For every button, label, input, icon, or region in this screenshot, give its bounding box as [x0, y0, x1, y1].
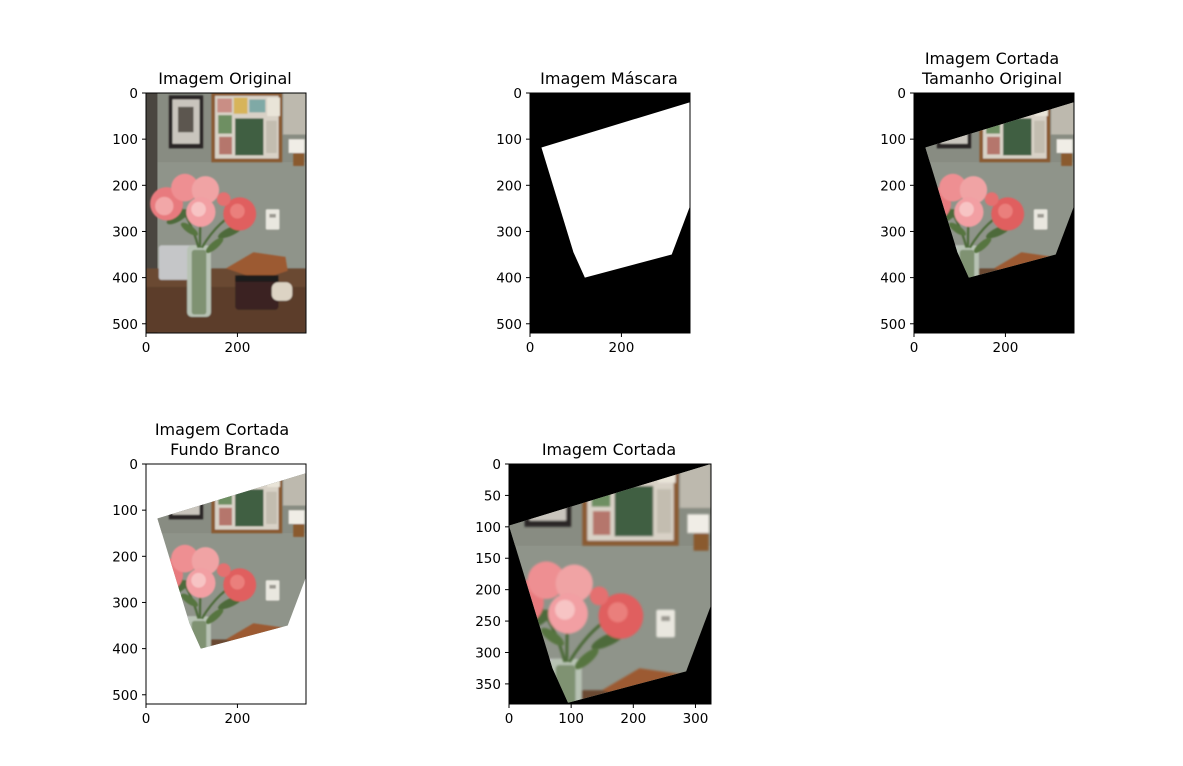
- y-tick-label: 100: [112, 503, 138, 519]
- panel-2-axes: 0 200 0 100 200 300 400 500: [496, 86, 634, 356]
- panel-1-image: [146, 93, 306, 333]
- y-tick-label: 200: [112, 549, 138, 565]
- panel-4-image: [146, 464, 306, 704]
- panel-4-axes: 0 200 0 100 200 300 400 500: [112, 457, 250, 727]
- panel-4-frame: [145, 463, 307, 705]
- panel-4-title: Imagem Cortada Fundo Branco: [155, 420, 289, 459]
- x-tick-label: 0: [142, 340, 151, 356]
- y-tick-label: 0: [897, 86, 906, 102]
- panel-5-axes: 0 100 200 300 0 50 100 150 200 250 300 350: [475, 457, 708, 727]
- y-tick-label: 100: [475, 520, 501, 536]
- panel-2-image: [530, 93, 690, 333]
- x-tick-label: 0: [910, 340, 919, 356]
- y-tick-label: 350: [475, 677, 501, 693]
- y-tick-label: 500: [112, 688, 138, 704]
- x-tick-label: 300: [683, 711, 709, 727]
- y-tick-label: 0: [129, 86, 138, 102]
- panel-3-frame: [913, 92, 1075, 334]
- x-tick-label: 200: [225, 711, 251, 727]
- y-tick-label: 200: [112, 178, 138, 194]
- x-tick-label: 0: [526, 340, 535, 356]
- x-tick-label: 200: [620, 711, 646, 727]
- y-tick-label: 50: [484, 488, 501, 504]
- y-tick-label: 400: [112, 642, 138, 658]
- panel-5-frame: [508, 463, 712, 705]
- y-tick-label: 400: [880, 271, 906, 287]
- y-tick-label: 0: [129, 457, 138, 473]
- y-tick-label: 400: [112, 271, 138, 287]
- y-tick-label: 300: [112, 595, 138, 611]
- y-tick-label: 200: [880, 178, 906, 194]
- mask-polygon: [541, 102, 690, 278]
- x-tick-label: 200: [609, 340, 635, 356]
- y-tick-label: 0: [492, 457, 501, 473]
- x-tick-label: 200: [225, 340, 251, 356]
- panel-3-axes: 0 200 0 100 200 300 400 500: [880, 86, 1018, 356]
- x-tick-label: 0: [505, 711, 514, 727]
- y-tick-label: 100: [496, 132, 522, 148]
- panel-5-title: Imagem Cortada: [542, 440, 676, 459]
- y-tick-label: 200: [475, 583, 501, 599]
- y-tick-label: 500: [880, 317, 906, 333]
- y-tick-label: 200: [496, 178, 522, 194]
- x-tick-label: 0: [142, 711, 151, 727]
- y-tick-label: 150: [475, 551, 501, 567]
- y-tick-label: 300: [880, 224, 906, 240]
- y-tick-label: 100: [112, 132, 138, 148]
- y-tick-label: 300: [112, 224, 138, 240]
- panel-1-frame: [145, 92, 307, 334]
- y-tick-label: 500: [496, 317, 522, 333]
- panel-3-title: Imagem Cortada Tamanho Original: [921, 49, 1062, 88]
- y-tick-label: 0: [513, 86, 522, 102]
- panel-2-title: Imagem Máscara: [540, 69, 678, 88]
- panel-2-frame: [529, 92, 691, 334]
- x-tick-label: 100: [558, 711, 584, 727]
- y-tick-label: 300: [475, 645, 501, 661]
- y-tick-label: 400: [496, 271, 522, 287]
- y-tick-label: 300: [496, 224, 522, 240]
- panel-1-axes: 0 200 0 100 200 300 400 500: [112, 86, 250, 356]
- panel-1-title: Imagem Original: [158, 69, 291, 88]
- panel-5-image: [509, 464, 711, 704]
- panel-3-image: [914, 93, 1074, 333]
- x-tick-label: 200: [993, 340, 1019, 356]
- y-tick-label: 500: [112, 317, 138, 333]
- y-tick-label: 250: [475, 614, 501, 630]
- y-tick-label: 100: [880, 132, 906, 148]
